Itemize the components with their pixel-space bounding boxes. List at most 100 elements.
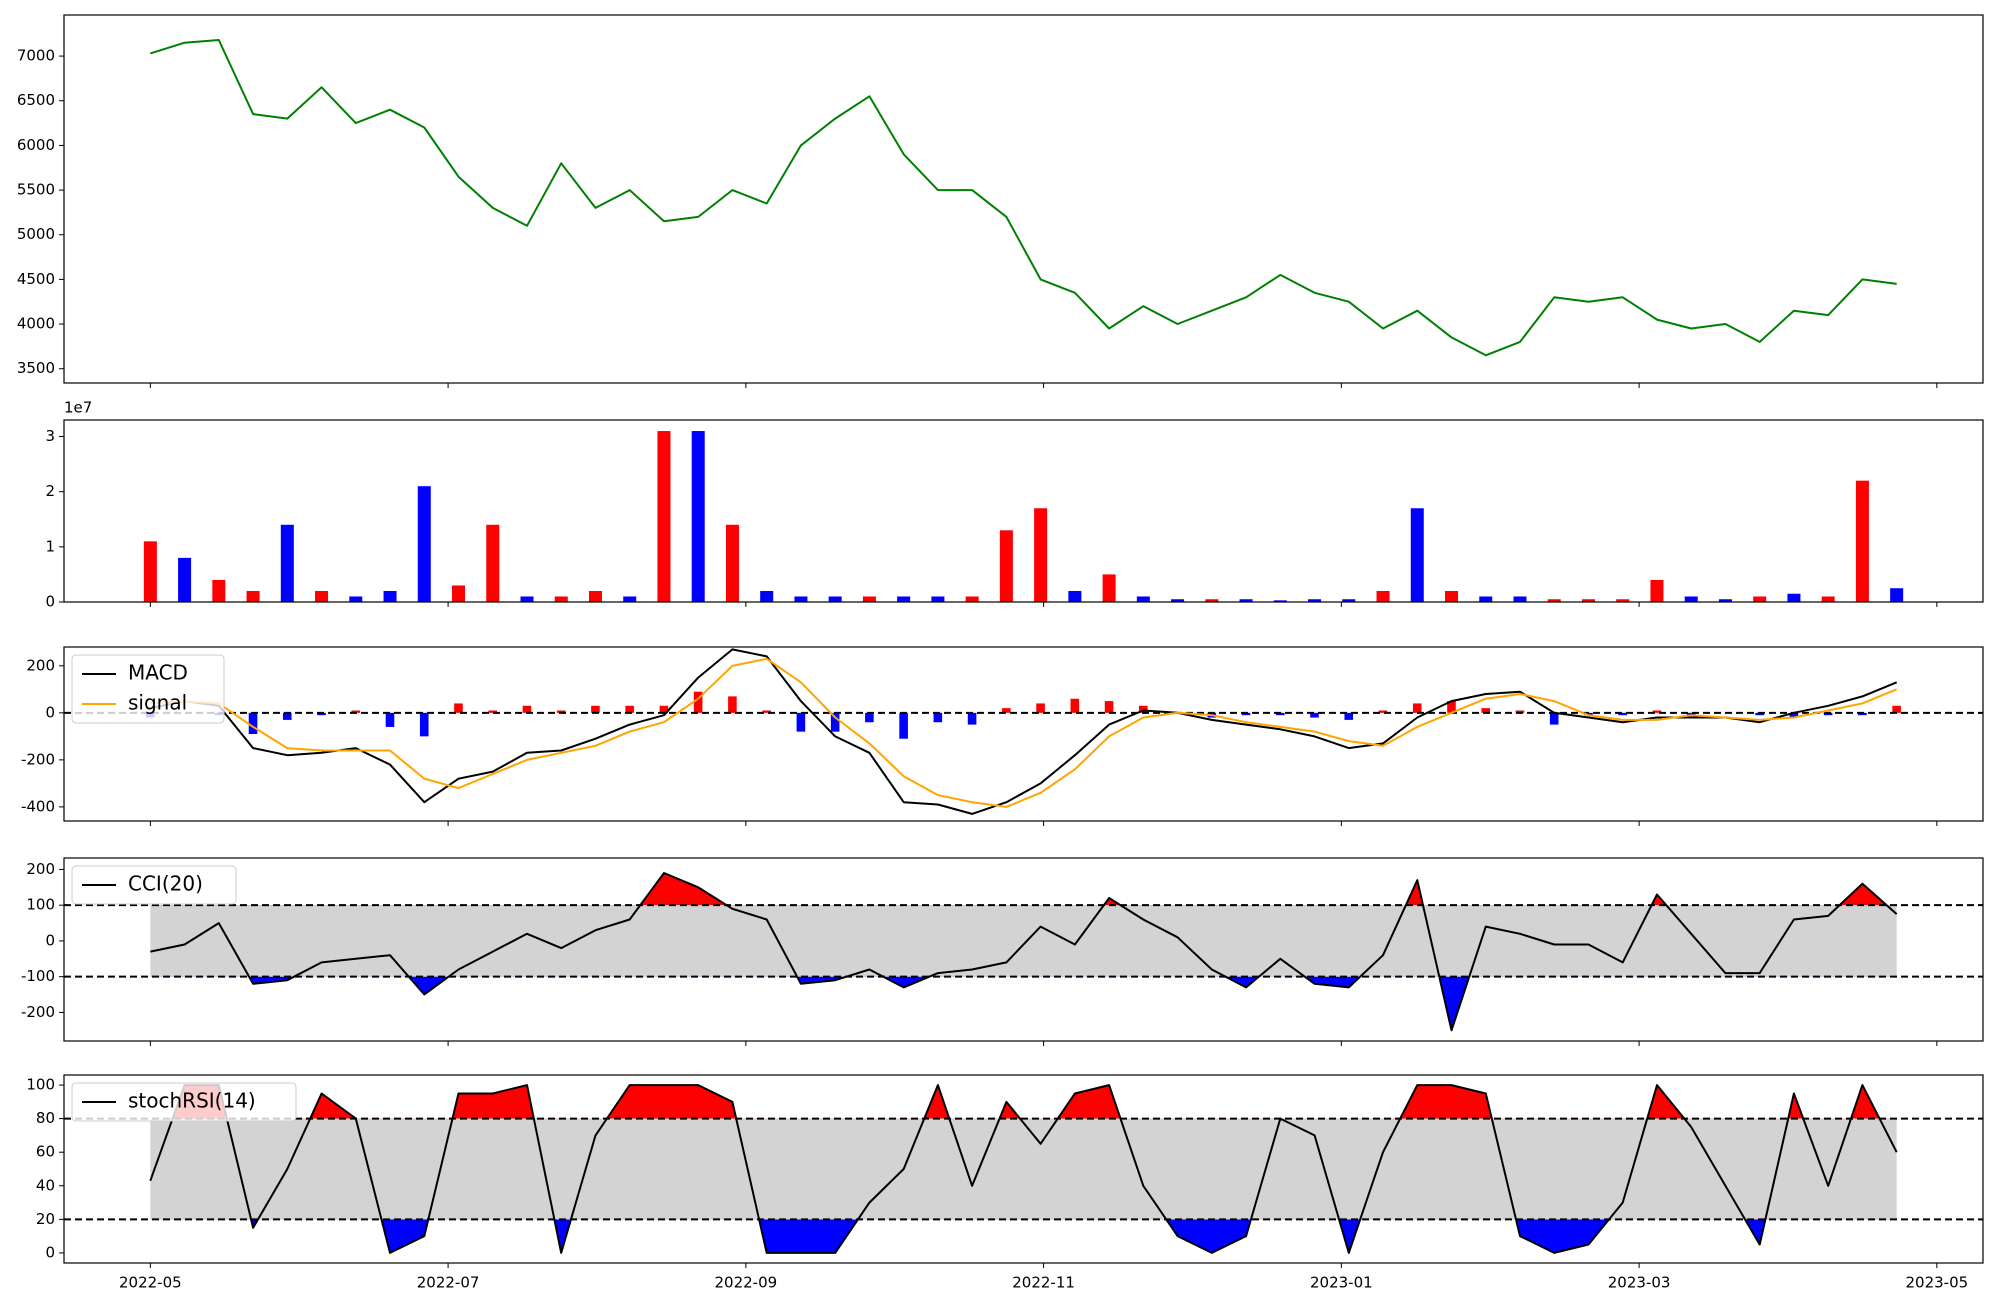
axes-frame <box>63 419 1984 603</box>
histogram-bar <box>659 705 669 713</box>
volume-bar <box>520 596 534 602</box>
y-tick-label: -400 <box>21 797 55 815</box>
histogram-bar <box>830 712 840 732</box>
legend-box <box>71 1082 297 1122</box>
series-line <box>150 648 1898 815</box>
volume-bar <box>1513 596 1527 602</box>
neutral-band <box>150 1118 1897 1220</box>
y-tick-label: -100 <box>21 967 55 985</box>
y-tick-label: 2 <box>45 482 55 500</box>
axes-frame <box>63 1074 1984 1264</box>
axes-frame <box>63 646 1984 822</box>
x-tick-label: 2023-03 <box>1608 1274 1671 1292</box>
histogram-bar <box>317 712 326 716</box>
histogram-bar <box>1139 705 1148 713</box>
volume-bar <box>1753 596 1767 602</box>
histogram-bar <box>796 712 806 732</box>
volume-bar <box>1376 590 1390 602</box>
volume-bar <box>1136 596 1150 602</box>
histogram-bar <box>522 705 532 713</box>
panel: 3500 4000 4500 5000 5500 6000 6500 7000 <box>17 14 1984 388</box>
y-tick-label: 0 <box>45 703 55 721</box>
y-tick-label: 40 <box>36 1176 55 1194</box>
y-tick-label: 0 <box>45 931 55 949</box>
y-tick-label: 60 <box>36 1143 55 1161</box>
volume-bar <box>1479 596 1493 602</box>
volume-bar <box>1068 590 1082 602</box>
histogram-bar <box>1755 712 1764 716</box>
volume-bar <box>760 590 774 602</box>
y-tick-label: 200 <box>26 860 55 878</box>
y-tick-label: 100 <box>26 1076 55 1094</box>
histogram-bar <box>1823 712 1833 716</box>
histogram-bar <box>1858 712 1867 716</box>
offset-label: 1e7 <box>64 399 92 417</box>
legend-label: MACD <box>128 661 188 685</box>
volume-bar <box>691 431 705 602</box>
histogram-bar <box>1241 712 1251 716</box>
series-line <box>150 872 1898 1032</box>
volume-bar <box>1821 596 1835 602</box>
histogram-bar <box>693 691 703 713</box>
volume-bar <box>1205 599 1219 602</box>
y-tick-label: 5000 <box>17 225 55 243</box>
y-tick-label: 6500 <box>17 91 55 109</box>
histogram-bar <box>1104 701 1114 713</box>
legend: CCI(20) <box>71 865 237 905</box>
histogram-bar <box>933 712 943 723</box>
volume-bar <box>1855 480 1869 602</box>
histogram-bar <box>967 712 977 725</box>
oversold-fill <box>249 976 1470 1031</box>
volume-bar <box>143 541 157 602</box>
y-tick-label: 3 <box>45 427 55 445</box>
axes-frame <box>63 14 1984 384</box>
y-tick-label: 5500 <box>17 181 55 199</box>
x-tick-label: 2023-05 <box>1906 1274 1969 1292</box>
x-tick-label: 2023-01 <box>1310 1274 1373 1292</box>
histogram-bar <box>1412 703 1422 713</box>
volume-bar <box>554 596 568 602</box>
legend-label: signal <box>128 691 187 715</box>
y-tick-label: -200 <box>21 1003 55 1021</box>
histogram-bar <box>1686 712 1696 716</box>
histogram-bar <box>1892 705 1901 713</box>
histogram-bar <box>625 705 634 713</box>
volume-bar <box>897 596 911 602</box>
y-tick-label: 20 <box>36 1210 55 1228</box>
y-tick-label: 0 <box>45 593 55 611</box>
histogram-bar <box>865 712 874 723</box>
y-tick-label: 4500 <box>17 270 55 288</box>
volume-bar <box>588 590 602 602</box>
volume-bar <box>1239 599 1253 602</box>
volume-bar <box>1581 599 1595 602</box>
histogram-bar <box>454 703 463 713</box>
series-line <box>149 1084 1898 1254</box>
volume-bar <box>349 596 363 602</box>
axes-frame <box>63 857 1984 1042</box>
panel: 1e7 0 1 2 3 <box>45 399 1984 611</box>
price-line <box>150 39 1897 357</box>
y-tick-label: 100 <box>26 896 55 914</box>
volume-bar <box>1410 508 1424 602</box>
histogram-bar <box>899 712 908 739</box>
legend: MACD signal <box>71 654 225 724</box>
y-tick-label: -200 <box>21 750 55 768</box>
histogram-bar <box>282 712 292 720</box>
volume-bar <box>862 596 876 602</box>
volume-bar <box>931 596 945 602</box>
y-tick-label: 200 <box>26 656 55 674</box>
volume-bar <box>794 596 808 602</box>
histogram-bar <box>1584 712 1593 716</box>
volume-bar <box>1102 574 1116 602</box>
volume-bar <box>1718 599 1732 602</box>
histogram-bar <box>385 712 395 727</box>
volume-bar <box>417 486 431 602</box>
histogram-bar <box>556 710 566 713</box>
overbought-fill <box>150 1085 1897 1119</box>
legend-box <box>71 654 225 724</box>
y-tick-label: 4000 <box>17 315 55 333</box>
series-line <box>150 657 1898 808</box>
volume-bar <box>383 590 397 602</box>
x-tick-label: 2022-09 <box>715 1274 778 1292</box>
